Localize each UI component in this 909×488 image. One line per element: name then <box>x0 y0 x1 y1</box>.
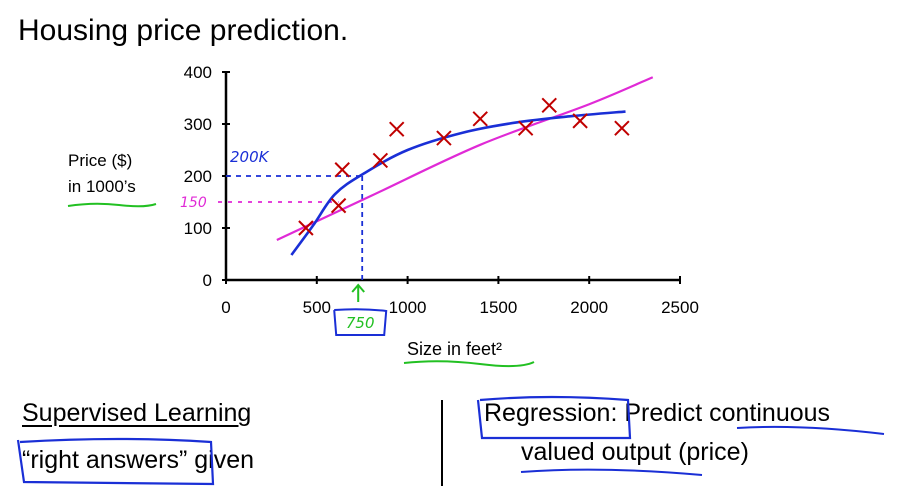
data-point <box>517 120 534 136</box>
given-word: given <box>187 446 255 474</box>
x-tick-label: 2500 <box>661 298 699 317</box>
data-point <box>436 130 452 146</box>
regression-box <box>476 395 632 440</box>
data-point <box>334 162 350 178</box>
curve-value-label: 200K <box>230 148 270 166</box>
x-tick-label: 2000 <box>570 298 608 317</box>
regression-term: Regression <box>484 399 611 427</box>
y-label-green-underline <box>67 202 157 208</box>
query-value-label: 750 <box>346 314 375 332</box>
data-point <box>572 113 588 129</box>
data-point-stroke <box>388 121 405 137</box>
chart-axes <box>224 72 680 282</box>
chart-guides <box>218 175 364 280</box>
y-tick-label: 200 <box>184 167 212 186</box>
continuous-word: continuous <box>709 399 831 427</box>
chart-ticks <box>222 71 681 284</box>
valued-output-phrase: valued output <box>521 438 672 466</box>
x-tick-label: 0 <box>221 298 230 317</box>
x-label-green-underline <box>403 360 535 368</box>
right-answers-box <box>16 437 215 486</box>
data-point-stroke <box>572 113 588 129</box>
data-point-stroke <box>472 111 488 127</box>
predict-word: Predict <box>617 399 710 427</box>
data-point-stroke <box>614 120 630 136</box>
quote-open: “ <box>22 446 31 474</box>
x-tick-label: 1500 <box>479 298 517 317</box>
continuous-underline <box>736 425 885 435</box>
housing-chart: 0 500 1000 1500 2000 2500 0 100 200 300 400 200K 15… <box>180 63 699 336</box>
data-point <box>388 121 405 137</box>
regression-colon: : <box>610 399 618 427</box>
chart-tick-labels: 0 500 1000 1500 2000 2500 0 100 200 300 400 <box>184 63 699 317</box>
data-point <box>541 97 557 113</box>
data-point-stroke <box>330 197 347 214</box>
data-point <box>614 120 630 136</box>
y-axis-label-line1: Price ($) <box>68 151 133 170</box>
data-point <box>372 152 389 169</box>
data-point-stroke <box>436 130 452 146</box>
x-tick-label: 1000 <box>389 298 427 317</box>
regression-line2: valued output (price) <box>521 438 749 467</box>
x-tick-label: 500 <box>303 298 331 317</box>
quadratic-curve-fit <box>290 110 626 256</box>
data-point-stroke <box>541 97 557 113</box>
data-point-stroke <box>517 120 534 136</box>
y-tick-label: 300 <box>184 115 212 134</box>
query-label-box <box>333 308 388 336</box>
data-point <box>298 220 314 236</box>
chart-annotations: 200K 150 750 <box>180 148 388 336</box>
valued-output-underline <box>520 468 703 476</box>
regression-line1: Regression: Predict continuous <box>484 399 830 428</box>
vertical-divider <box>441 400 443 486</box>
data-point-stroke <box>334 162 350 178</box>
x-axis-label: Size in feet² <box>407 339 503 359</box>
line-value-label: 150 <box>180 195 207 211</box>
supervised-learning-heading: Supervised Learning <box>22 399 252 427</box>
handwritten-markup <box>16 395 885 486</box>
price-word: (price) <box>671 438 749 466</box>
data-point-stroke <box>372 152 389 169</box>
y-tick-label: 100 <box>184 219 212 238</box>
data-point <box>330 197 347 214</box>
query-arrow-head <box>351 283 365 293</box>
data-point-stroke <box>298 220 314 236</box>
right-answers-text: “right answers” given <box>22 446 254 475</box>
y-axis-label-line2: in 1000’s <box>68 177 136 196</box>
y-tick-label: 400 <box>184 63 212 82</box>
data-point <box>472 111 488 127</box>
straight-line-fit <box>276 76 654 241</box>
data-points <box>298 97 630 236</box>
page-title: Housing price prediction. <box>18 14 349 47</box>
y-tick-label: 0 <box>203 271 212 290</box>
right-answers-phrase: right answers” <box>30 446 188 474</box>
